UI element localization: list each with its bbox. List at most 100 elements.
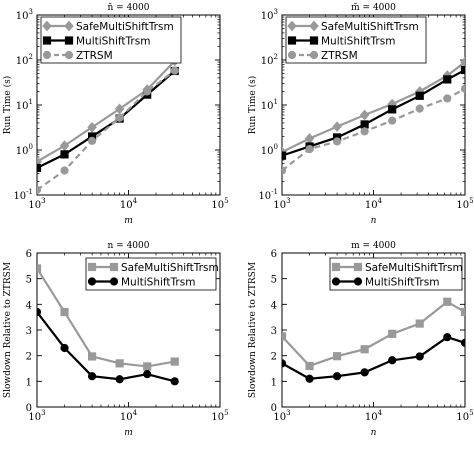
legend-label: MultiShiftTrsm [321,36,395,48]
legend-marker [309,36,319,45]
series-line-2 [282,69,465,157]
legend-marker [309,50,319,60]
legend-label: SafeMultiShiftTrsm [121,262,219,274]
legend-marker [309,20,319,32]
data-point [415,352,424,361]
data-point [332,372,342,381]
legend-marker [42,36,52,45]
x-tick-label: 104 [120,409,138,423]
y-axis-label: Slowdown Relative to ZTRSM [248,262,258,398]
data-point [460,56,465,68]
y-tick-label: 4 [271,300,277,311]
y-tick-label: 100 [261,143,278,157]
y-tick-label: 5 [26,275,32,286]
data-point [332,352,342,361]
data-point [332,137,342,146]
legend-marker [42,20,52,32]
legend-label: MultiShiftTrsm [76,36,150,48]
data-point [115,359,124,368]
series-line-1 [282,61,465,154]
series-group [37,55,180,194]
x-tick-label: 105 [211,409,228,423]
legend-marker [42,50,52,60]
data-point [415,104,424,113]
y-tick-label: 6 [271,249,277,260]
legend-marker [87,262,97,272]
series-line-2 [282,336,465,380]
data-point [332,121,342,133]
legend: SafeMultiShiftTrsm MultiShiftTrsm [329,257,463,291]
data-point [60,166,69,175]
legend-box [329,257,463,291]
data-point [115,375,124,384]
x-axis-label: n [371,428,377,438]
data-point [460,307,465,317]
data-point [388,116,397,125]
legend: SafeMultiShiftTrsm MultiShiftTrsm [85,257,219,291]
legend-label: SafeMultiShiftTrsm [365,262,463,274]
y-tick-label: 100 [16,143,33,157]
y-tick-label: 103 [16,8,33,22]
series-line-3 [37,69,176,191]
y-axis-label: Slowdown Relative to ZTRSM [3,262,13,398]
y-tick-label: 6 [26,249,32,260]
x-tick-label: 103 [273,197,290,211]
y-tick-label: 2 [26,352,32,363]
data-point [388,329,397,338]
series-line-1 [37,267,175,368]
x-tick-label: 105 [456,409,473,423]
y-tick-label: 103 [261,8,278,22]
chart-title: m̄ = 4000 [351,3,396,13]
x-tick-label: 104 [120,197,138,211]
data-point [60,150,69,159]
data-point [37,307,42,317]
data-point [115,113,124,122]
y-axis-label: Run Time (s) [2,76,13,134]
y-tick-label: 1 [271,377,277,388]
data-point [305,361,314,371]
data-point [87,121,97,133]
data-point [170,357,179,366]
data-point [60,343,69,353]
legend-marker [64,36,74,45]
legend-label: SafeMultiShiftTrsm [321,21,419,33]
data-point [143,362,152,371]
data-point [170,66,179,75]
data-point [360,127,369,136]
legend-marker [287,20,297,32]
data-point [282,166,287,175]
legend-label: ZTRSM [76,50,113,62]
data-point [282,151,287,160]
series-line-3 [282,87,465,172]
data-point [443,333,452,342]
x-axis-label: m [124,428,133,438]
data-point [114,103,125,115]
series-group [282,56,465,175]
y-tick-label: 101 [16,98,33,112]
data-point [415,319,424,328]
data-point [460,65,465,75]
y-tick-label: 3 [271,326,277,337]
y-tick-label: 101 [261,98,278,112]
legend: SafeMultiShiftTrsm MultiShiftTrsm ZTRSM [285,16,427,64]
legend-marker [87,277,97,286]
x-tick-label: 103 [28,197,45,211]
series-group [37,264,179,386]
data-point [360,120,369,129]
legend-marker [331,277,341,286]
legend-marker [109,277,119,286]
series-line-2 [37,70,176,169]
data-point [443,94,452,103]
data-point [37,163,42,173]
legend-marker [64,20,74,32]
legend-marker [353,277,363,286]
data-point [87,352,97,361]
y-tick-label: 0 [26,403,32,414]
x-tick-label: 105 [456,197,473,211]
x-tick-label: 104 [365,197,383,211]
data-point [60,307,69,317]
series-line-2 [37,311,175,383]
